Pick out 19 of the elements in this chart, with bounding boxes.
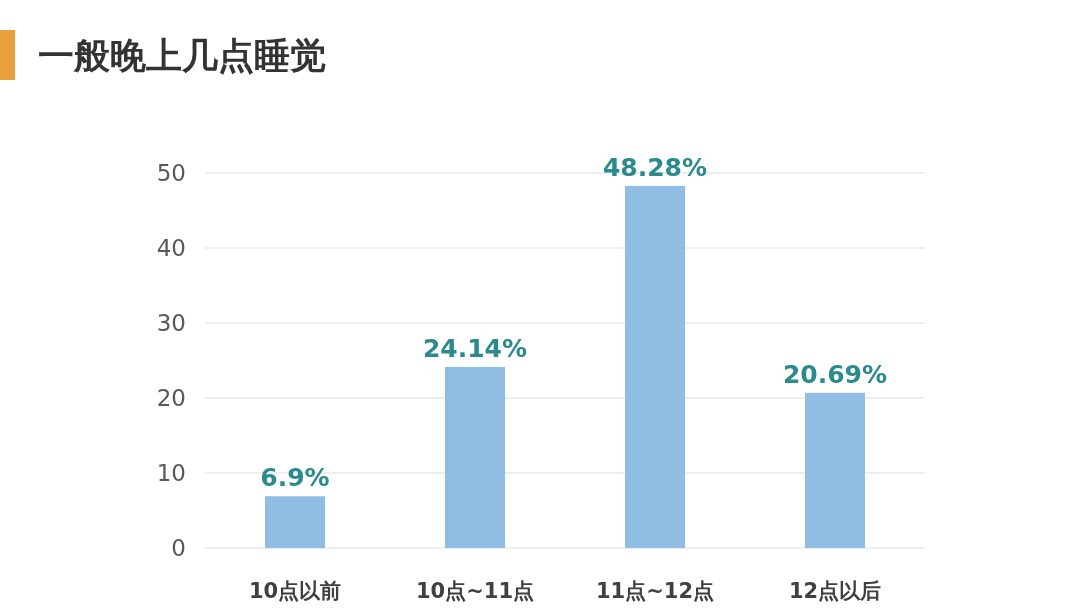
x-tick-label: 10点~11点 [415,579,535,603]
data-label: 24.14% [422,333,528,363]
y-tick-label: 20 [156,385,186,411]
chart-title: 一般晚上几点睡觉 [38,35,326,76]
bar [805,392,865,548]
y-tick-label: 40 [156,235,186,261]
bar [625,185,685,548]
y-tick-label: 0 [171,535,186,561]
x-tick-label: 11点~12点 [595,579,715,603]
data-label: 6.9% [260,463,330,493]
y-tick-label: 30 [156,310,186,336]
bar [445,366,505,548]
x-tick-label: 10点以前 [248,579,342,603]
data-label: 20.69% [782,359,888,389]
data-label: 48.28% [602,152,708,182]
bar [265,496,325,548]
y-tick-label: 50 [156,160,186,186]
x-tick-label: 12点以后 [788,579,882,603]
y-tick-label: 10 [156,460,186,486]
